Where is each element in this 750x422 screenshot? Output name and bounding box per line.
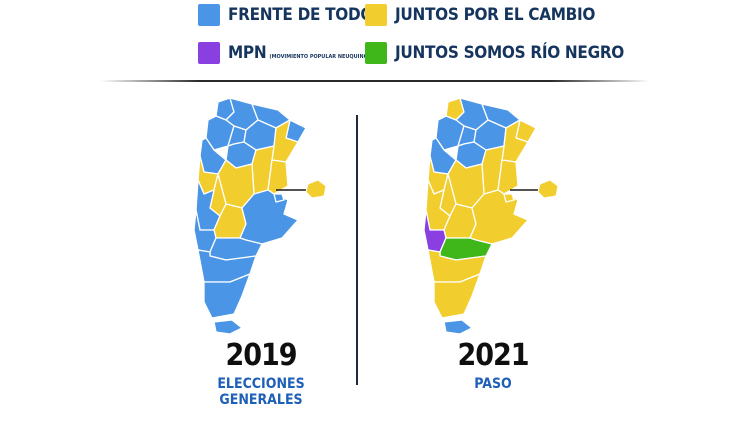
province-tierradelfuego (443, 319, 473, 335)
vertical-divider (356, 115, 358, 385)
province-entrerios (497, 159, 519, 195)
legend-swatch-juntos (365, 4, 387, 26)
province-caba (503, 193, 515, 203)
year-2021: 2021 (457, 338, 529, 373)
province-entrerios (267, 159, 289, 195)
caption-2021-line1: PASO (474, 376, 512, 392)
province-santacruz (203, 273, 251, 319)
caption-2021: PASO (428, 376, 558, 392)
legend-item-rionegro: JUNTOS SOMOS RÍO NEGRO (365, 42, 624, 64)
legend-swatch-mpn (198, 42, 220, 64)
legend-swatch-frente (198, 4, 220, 26)
legend-item-frente: FRENTE DE TODOS (198, 4, 384, 26)
province-caba (273, 193, 285, 203)
caption-2019-line2: GENERALES (219, 392, 303, 408)
province-malvinas (305, 179, 327, 199)
map-2021 (423, 97, 559, 335)
legend-label-frente: FRENTE DE TODOS (228, 5, 384, 25)
legend-swatch-rionegro (365, 42, 387, 64)
province-tierradelfuego (213, 319, 243, 335)
legend-label-juntos: JUNTOS POR EL CAMBIO (395, 5, 596, 25)
legend-sublabel-mpn: (MOVIMIENTO POPULAR NEUQUINO) (269, 54, 371, 60)
caption-2019-line1: ELECCIONES (217, 376, 305, 392)
legend-label-rionegro: JUNTOS SOMOS RÍO NEGRO (395, 43, 625, 63)
map-2019 (193, 97, 327, 335)
province-malvinas (537, 179, 559, 199)
legend-label-mpn: MPN (228, 43, 267, 63)
legend-item-juntos: JUNTOS POR EL CAMBIO (365, 4, 595, 26)
caption-2019: ELECCIONES GENERALES (196, 376, 326, 408)
legend-item-mpn: MPN (MOVIMIENTO POPULAR NEUQUINO) (198, 42, 370, 64)
province-santacruz (433, 273, 481, 319)
horizontal-divider (100, 80, 650, 82)
year-2019: 2019 (225, 338, 297, 373)
